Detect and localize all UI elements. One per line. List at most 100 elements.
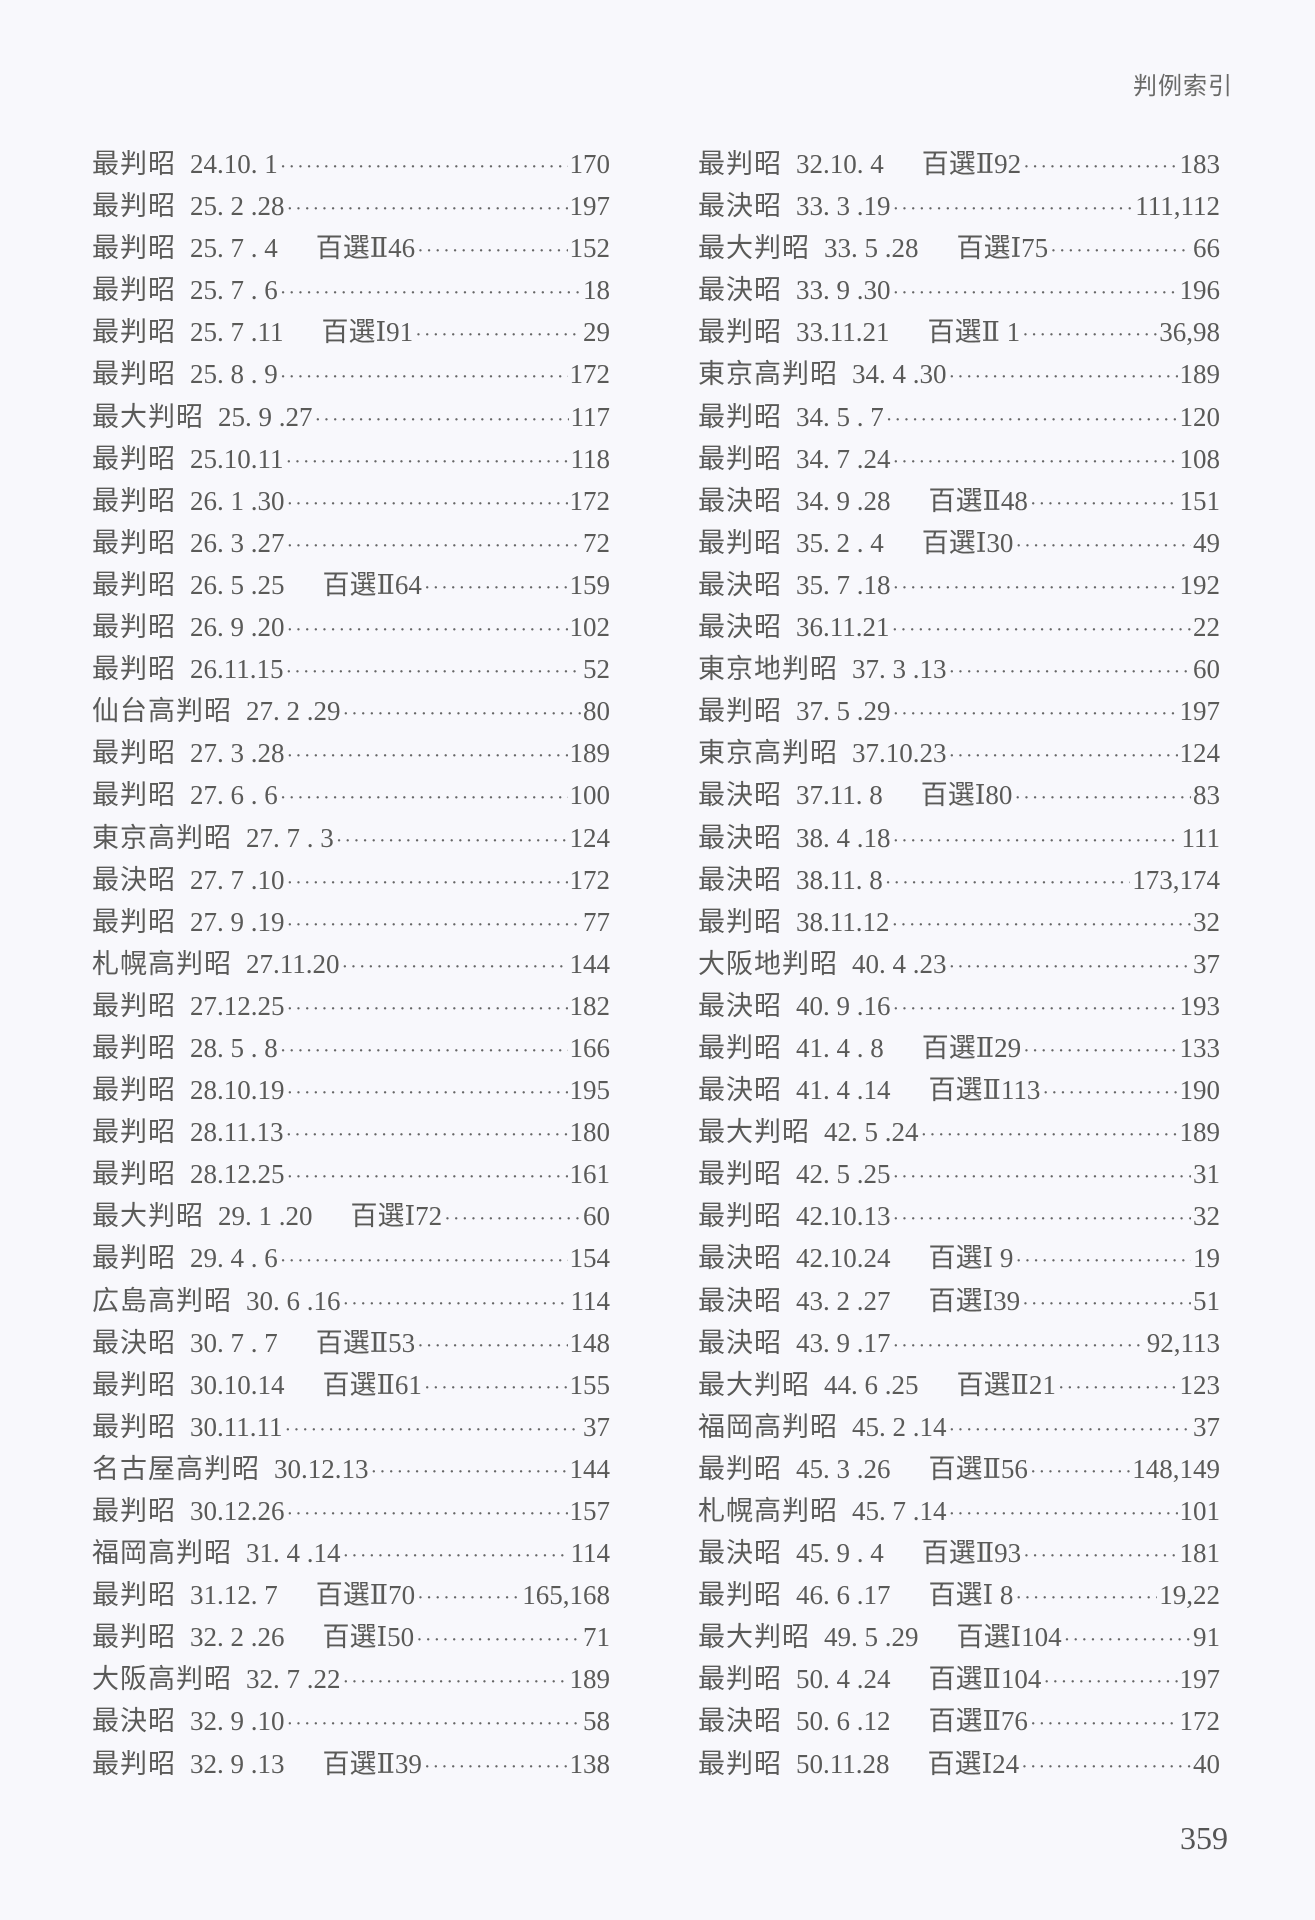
dot-leader [417, 1335, 567, 1358]
decision-date: 27. 6 . 6 [190, 780, 278, 811]
decision-date: 49. 5 .29 [824, 1622, 919, 1653]
index-entry: 最判昭 27.12.25 182 [92, 984, 610, 1026]
dot-leader [280, 366, 568, 389]
dot-leader [949, 661, 1192, 684]
dot-leader [287, 493, 568, 516]
decision-date: 30.11.11 [190, 1411, 283, 1442]
decision-date: 25. 7 .11 [190, 317, 284, 348]
court-name: 最判昭 [698, 696, 782, 727]
dot-leader [343, 1671, 568, 1694]
index-entry: 大阪高判昭 32. 7 .22 189 [92, 1657, 610, 1699]
page-reference: 108 [1179, 443, 1221, 474]
decision-date: 41. 4 . 8 [796, 1032, 884, 1063]
page-reference: 172 [569, 485, 611, 516]
page-reference: 159 [569, 569, 611, 600]
index-entry: 最決昭 35. 7 .18 192 [698, 563, 1220, 605]
decision-date: 31. 4 .14 [246, 1538, 341, 1569]
hyakusen-reference: 百選Ⅰ 9 [928, 1243, 1014, 1274]
index-entry: 最判昭 50.11.28 百選Ⅰ24 40 [698, 1742, 1220, 1784]
hyakusen-reference: 百選Ⅰ104 [956, 1622, 1062, 1653]
court-name: 最決昭 [698, 1538, 782, 1569]
decision-date: 34. 7 .24 [796, 443, 891, 474]
hyakusen-reference: 百選Ⅱ113 [928, 1075, 1041, 1106]
court-name: 最判昭 [698, 1159, 782, 1190]
page-reference: 32 [1193, 1201, 1220, 1232]
hyakusen-reference: 百選Ⅱ93 [921, 1538, 1022, 1569]
dot-leader [287, 998, 568, 1021]
page-reference: 111,112 [1135, 191, 1220, 222]
index-entry: 最大判昭 29. 1 .20 百選Ⅰ72 60 [92, 1194, 610, 1236]
index-entry: 最判昭 46. 6 .17 百選Ⅰ 8 19,22 [698, 1573, 1220, 1615]
court-name: 最決昭 [698, 1075, 782, 1106]
page-reference: 152 [569, 233, 611, 264]
court-name: 広島高判昭 [92, 1285, 232, 1316]
decision-date: 35. 2 . 4 [796, 527, 884, 558]
court-name: 最判昭 [698, 149, 782, 179]
page-reference: 151 [1179, 485, 1221, 516]
decision-date: 24.10. 1 [190, 149, 278, 179]
dot-leader [949, 956, 1192, 979]
hyakusen-reference: 百選Ⅰ30 [921, 527, 1014, 558]
decision-date: 45. 9 . 4 [796, 1538, 884, 1569]
court-name: 最判昭 [92, 1032, 176, 1063]
dot-leader [893, 577, 1178, 600]
dot-leader [1030, 1461, 1130, 1484]
page-reference: 111 [1181, 822, 1221, 853]
dot-leader [1022, 1293, 1191, 1316]
index-entry: 福岡高判昭 45. 2 .14 37 [698, 1405, 1220, 1447]
decision-date: 27. 7 .10 [190, 864, 285, 895]
decision-date: 30. 7 . 7 [190, 1327, 278, 1358]
dot-leader [1023, 1040, 1177, 1063]
decision-date: 36.11.21 [796, 612, 890, 643]
hyakusen-reference: 百選Ⅱ29 [921, 1032, 1022, 1063]
page-reference: 197 [569, 191, 611, 222]
court-name: 最判昭 [92, 1243, 176, 1274]
index-entry: 最判昭 27. 6 . 6 100 [92, 773, 610, 815]
court-name: 最判昭 [92, 149, 176, 179]
index-entry: 最判昭 28.12.25 161 [92, 1152, 610, 1194]
dot-leader [949, 1503, 1178, 1526]
index-entry: 最判昭 25.10.11 118 [92, 437, 610, 479]
index-entry: 広島高判昭 30. 6 .16 114 [92, 1279, 610, 1321]
dot-leader [424, 1756, 568, 1779]
running-head: 判例索引 [1133, 72, 1233, 100]
hyakusen-reference: 百選Ⅱ48 [928, 485, 1028, 516]
dot-leader [343, 703, 582, 726]
page-reference: 40 [1193, 1748, 1220, 1779]
court-name: 最決昭 [698, 780, 782, 811]
dot-leader [1021, 1756, 1191, 1779]
page-reference: 144 [569, 948, 611, 979]
court-name: 最判昭 [92, 906, 176, 937]
court-name: 東京高判昭 [698, 359, 838, 390]
page-reference: 49 [1193, 527, 1220, 558]
page-reference: 157 [569, 1496, 611, 1526]
court-name: 最大判昭 [92, 1201, 204, 1232]
index-entry: 最判昭 34. 7 .24 108 [698, 437, 1220, 479]
court-name: 大阪地判昭 [698, 948, 838, 979]
court-name: 最判昭 [92, 1369, 176, 1400]
dot-leader [949, 1419, 1192, 1442]
page-reference: 102 [569, 612, 611, 643]
decision-date: 34. 9 .28 [796, 485, 891, 516]
dot-leader [893, 1208, 1192, 1231]
decision-date: 45. 3 .26 [796, 1453, 891, 1484]
decision-date: 37. 5 .29 [796, 696, 891, 727]
decision-date: 30.12.26 [190, 1496, 285, 1526]
court-name: 最決昭 [698, 822, 782, 853]
index-entry: 最決昭 42.10.24 百選Ⅰ 9 19 [698, 1236, 1220, 1278]
dot-leader [1042, 1082, 1177, 1105]
dot-leader [342, 956, 568, 979]
decision-date: 29. 1 .20 [218, 1201, 313, 1232]
decision-date: 45. 2 .14 [852, 1411, 947, 1442]
decision-date: 34. 4 .30 [852, 359, 947, 390]
page-reference: 154 [569, 1243, 611, 1274]
court-name: 東京高判昭 [698, 738, 838, 769]
dot-leader [287, 1503, 568, 1526]
court-name: 最判昭 [92, 569, 176, 600]
decision-date: 29. 4 . 6 [190, 1243, 278, 1274]
decision-date: 27. 7 . 3 [246, 822, 334, 853]
dot-leader [287, 619, 568, 642]
page-reference: 133 [1179, 1032, 1221, 1063]
page-reference: 118 [570, 443, 611, 474]
page-reference: 138 [569, 1748, 611, 1779]
